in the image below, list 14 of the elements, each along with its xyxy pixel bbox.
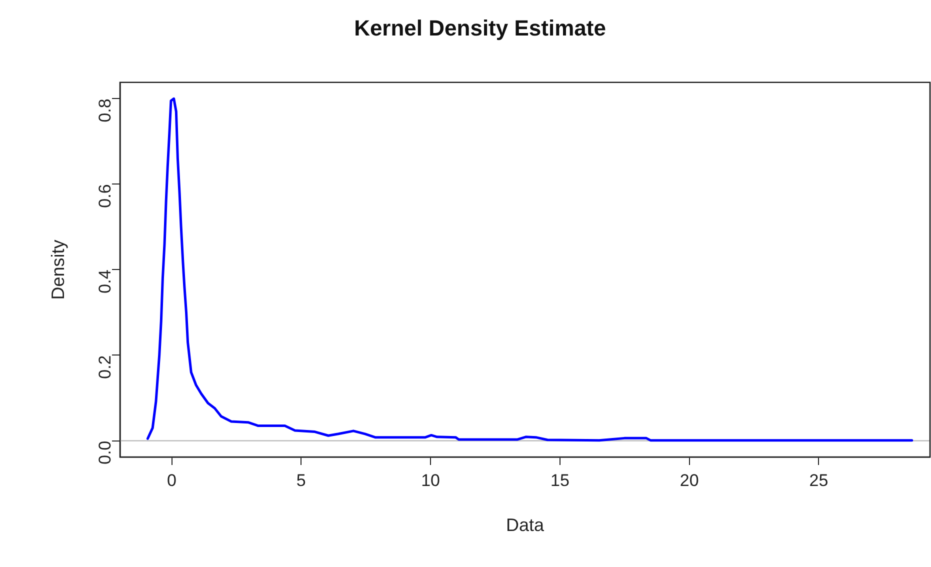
x-tick-label: 15 <box>550 470 570 490</box>
x-tick-label: 25 <box>809 470 828 490</box>
y-tick-label: 0.2 <box>96 355 115 379</box>
y-axis-title: Density <box>48 240 68 300</box>
x-tick-label: 10 <box>421 470 440 490</box>
x-tick-label: 5 <box>296 470 306 490</box>
y-tick-label: 0.4 <box>96 270 115 294</box>
y-tick-label: 0.0 <box>96 440 115 464</box>
x-tick-label: 0 <box>167 470 176 490</box>
y-tick-label: 0.6 <box>96 184 115 208</box>
chart-title: Kernel Density Estimate <box>354 15 606 40</box>
y-tick-label: 0.8 <box>96 98 115 122</box>
x-tick-label: 20 <box>680 470 699 490</box>
x-axis-title: Data <box>506 515 545 536</box>
